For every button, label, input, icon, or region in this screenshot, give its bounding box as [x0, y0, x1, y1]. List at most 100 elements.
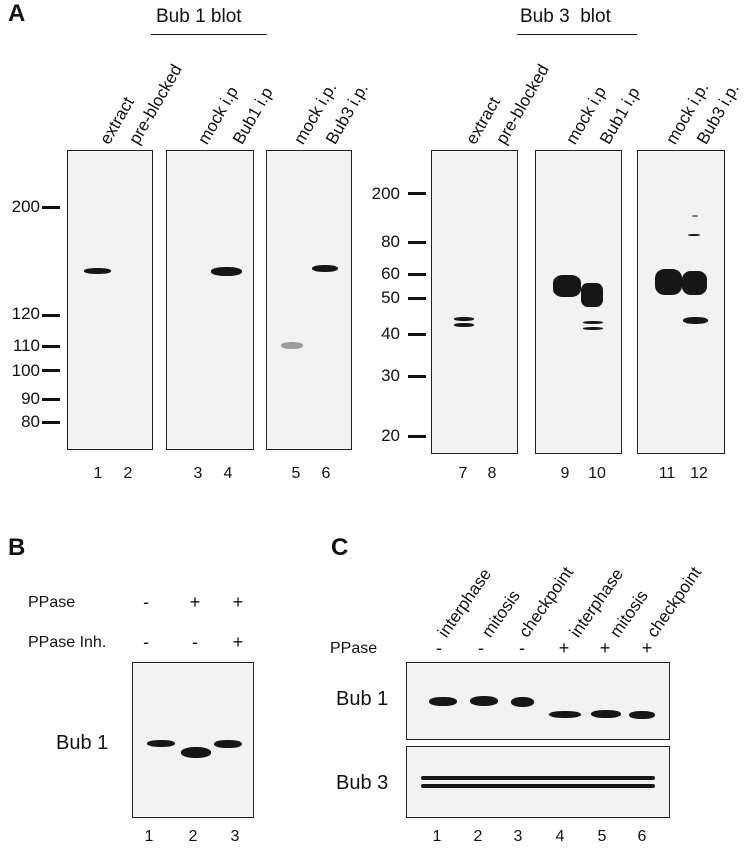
band [553, 275, 581, 297]
panel-c-ppase-sign: - [478, 638, 484, 658]
panel-a-letter: A [8, 0, 26, 27]
lane-number: 4 [223, 465, 233, 482]
panel-c-bub1-label: Bub 1 [336, 688, 389, 710]
band [421, 776, 655, 780]
band [692, 215, 698, 217]
band [312, 265, 338, 272]
ppase-inhibitor-sign: - [192, 632, 198, 652]
lane-number: 3 [193, 465, 203, 482]
band [583, 321, 603, 324]
lane-number: 2 [473, 828, 483, 845]
mw-label: 80 [21, 412, 40, 431]
band [421, 784, 655, 788]
band [281, 342, 303, 349]
lane-number: 10 [588, 465, 606, 482]
bub3-blot-title: Bub 3 blot [520, 6, 611, 27]
panel-c-ppase-sign: - [519, 638, 525, 658]
band [181, 747, 211, 758]
mw-label: 80 [381, 232, 400, 251]
panel-c-ppase-label: PPase [330, 640, 378, 657]
mw-tick [408, 435, 426, 438]
band [454, 317, 474, 321]
mw-label: 30 [381, 366, 400, 385]
band [688, 234, 700, 236]
lane-number: 7 [458, 465, 468, 482]
mw-tick [42, 421, 60, 424]
lane-number: 2 [188, 828, 198, 845]
mw-label: 20 [381, 426, 400, 445]
lane-number: 1 [93, 465, 103, 482]
band [429, 697, 457, 706]
panel-c-bub3-gel [406, 746, 670, 818]
mw-label: 200 [371, 184, 400, 203]
band [581, 283, 603, 307]
lane-number: 5 [291, 465, 301, 482]
bub1-gel-extract [67, 150, 153, 450]
panel-c-ppase-sign: - [436, 638, 442, 658]
panel-c-ppase-sign: + [558, 638, 570, 658]
panel-c-letter: C [331, 534, 349, 561]
panel-b-gel [132, 662, 254, 818]
band [214, 740, 242, 748]
band [682, 271, 707, 295]
bub3-gel-extract [431, 150, 518, 454]
lane-number: 1 [144, 828, 154, 845]
mw-label: 110 [12, 336, 40, 355]
band [454, 323, 474, 327]
lane-number: 9 [560, 465, 570, 482]
mw-label: 200 [11, 197, 40, 216]
bub3-gel-bub3-ip [637, 150, 725, 454]
ppase-sign: - [143, 592, 149, 612]
lane-number: 3 [513, 828, 523, 845]
mw-tick [42, 345, 60, 348]
mw-tick [408, 333, 426, 336]
band [683, 317, 708, 324]
bub1-gel-bub3-ip [266, 150, 352, 450]
mw-tick [42, 314, 60, 317]
mw-tick [408, 273, 426, 276]
mw-tick [408, 297, 426, 300]
bub3-title-rule [517, 34, 637, 35]
panel-c-bub3-label: Bub 3 [336, 772, 389, 794]
mw-tick [408, 241, 426, 244]
mw-label: 120 [11, 304, 40, 323]
lane-number: 6 [321, 465, 331, 482]
panel-b-letter: B [8, 534, 26, 561]
lane-number: 4 [555, 828, 565, 845]
ppase-inhibitor-sign: + [232, 632, 244, 652]
lane-number: 1 [432, 828, 442, 845]
bub1-title-rule [151, 34, 267, 35]
ppase-sign: + [232, 592, 244, 612]
band [583, 327, 603, 330]
lane-number: 11 [658, 465, 676, 482]
mw-tick [42, 206, 60, 209]
panel-c-bub1-gel [406, 662, 670, 740]
mw-tick [408, 192, 426, 195]
mw-label: 60 [381, 264, 400, 283]
band [511, 697, 534, 707]
band [591, 710, 621, 718]
lane-number: 8 [487, 465, 497, 482]
lane-number: 12 [690, 465, 708, 482]
band [470, 696, 498, 706]
band [211, 267, 242, 276]
mw-label: 90 [21, 389, 40, 408]
mw-label: 50 [381, 288, 400, 307]
panel-b-protein-label: Bub 1 [56, 732, 109, 754]
condition-label: checkpoint [643, 563, 706, 641]
lane-number: 6 [637, 828, 647, 845]
condition-label: mitosis [478, 586, 524, 641]
band [84, 268, 111, 274]
panel-c-ppase-sign: + [641, 638, 653, 658]
band [549, 711, 581, 718]
band [147, 740, 175, 747]
mw-tick [42, 369, 60, 372]
lane-number: 3 [230, 828, 240, 845]
ppase-sign: + [189, 592, 201, 612]
mw-tick [42, 398, 60, 401]
ppase-row-label: PPase [28, 594, 76, 611]
mw-label: 40 [381, 324, 400, 343]
mw-label: 100 [11, 361, 40, 380]
bub3-gel-bub1-ip [535, 150, 622, 454]
band [629, 711, 655, 719]
